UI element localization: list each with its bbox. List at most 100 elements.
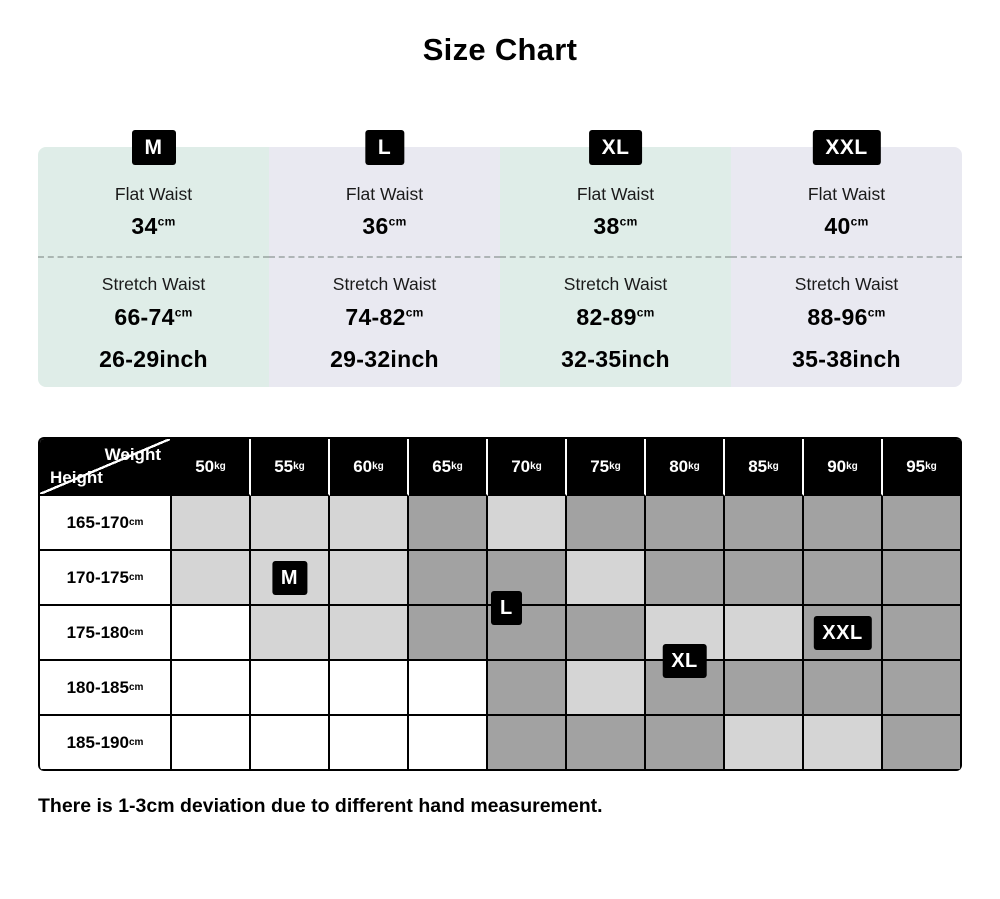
matrix-cell <box>330 606 409 661</box>
matrix-cell <box>646 551 725 606</box>
matrix-cell <box>488 716 567 771</box>
dashed-divider <box>500 256 731 258</box>
matrix-cell <box>725 716 804 771</box>
size-badge: XL <box>588 130 643 165</box>
stretch-waist-inches: 29-32inch <box>330 346 439 372</box>
matrix-cell <box>804 661 883 716</box>
stretch-waist-value: 74-82cm <box>345 304 424 330</box>
height-label-cell: 185-190 cm <box>40 716 172 771</box>
size-card-xl: XL Flat Waist 38cm Stretch Waist 82-89cm 32-3… <box>500 130 731 387</box>
deviation-note: There is 1-3cm deviation due to differen… <box>38 795 603 817</box>
matrix-cell: M <box>251 551 330 606</box>
matrix-cell <box>330 716 409 771</box>
dashed-divider <box>269 256 500 258</box>
height-label-cell: 175-180 cm <box>40 606 172 661</box>
flat-waist-value: 40cm <box>824 213 869 239</box>
page-title: Size Chart <box>422 32 578 67</box>
matrix-cell <box>567 551 646 606</box>
size-cards-section: M Flat Waist 34cm Stretch Waist 66-74cm 26-29… <box>38 130 962 387</box>
matrix-cell <box>725 606 804 661</box>
matrix-cell <box>646 496 725 551</box>
flat-waist-label: Flat Waist <box>345 184 424 204</box>
matrix-cell <box>567 606 646 661</box>
weight-header-cell: 75 kg <box>567 439 646 496</box>
weight-header-cell: 55 kg <box>251 439 330 496</box>
matrix-cell <box>409 716 488 771</box>
weight-header-cell: 60 kg <box>330 439 409 496</box>
matrix-size-badge: XL <box>662 644 707 678</box>
size-card-l: L Flat Waist 36cm Stretch Waist 74-82cm 29-32… <box>269 130 500 387</box>
size-badge: L <box>364 130 405 165</box>
matrix-cell <box>725 551 804 606</box>
matrix-cell <box>251 606 330 661</box>
stretch-waist-inches: 35-38inch <box>792 346 901 372</box>
matrix-cell <box>409 496 488 551</box>
matrix-cell <box>725 661 804 716</box>
matrix-cell <box>725 496 804 551</box>
stretch-waist-inches: 32-35inch <box>561 346 670 372</box>
matrix-size-badge: L <box>491 591 522 625</box>
matrix-cell <box>567 661 646 716</box>
matrix-cell <box>883 551 962 606</box>
matrix-cell <box>883 716 962 771</box>
matrix-cell <box>251 661 330 716</box>
matrix-cell <box>172 551 251 606</box>
matrix-cell <box>488 496 567 551</box>
matrix-cell: XL <box>646 644 725 716</box>
stretch-waist-value: 88-96cm <box>807 304 886 330</box>
matrix-cell <box>567 716 646 771</box>
matrix-cell <box>172 661 251 716</box>
matrix-cell <box>409 551 488 606</box>
dashed-divider <box>731 256 962 258</box>
stretch-waist-label: Stretch Waist <box>332 274 437 294</box>
stretch-waist-inches: 26-29inch <box>99 346 208 372</box>
weight-header-cell: 65 kg <box>409 439 488 496</box>
corner-weight-height-cell: Weight Height <box>40 439 172 496</box>
stretch-waist-label: Stretch Waist <box>563 274 668 294</box>
flat-waist-label: Flat Waist <box>114 184 193 204</box>
matrix-cell <box>172 716 251 771</box>
matrix-cell <box>409 661 488 716</box>
height-label-cell: 170-175 cm <box>40 551 172 606</box>
corner-height-label: Height <box>50 468 103 487</box>
matrix-cell <box>409 606 488 661</box>
matrix-cell <box>330 551 409 606</box>
matrix-cell <box>804 716 883 771</box>
matrix-cell <box>804 496 883 551</box>
matrix-cell <box>251 716 330 771</box>
weight-header-cell: 95 kg <box>883 439 962 496</box>
size-card-xxl: XXL Flat Waist 40cm Stretch Waist 88-96cm 35-… <box>731 130 962 387</box>
matrix-cell <box>883 606 962 661</box>
matrix-cell <box>172 606 251 661</box>
size-badge: M <box>131 130 176 165</box>
matrix-cell: L <box>488 591 567 661</box>
matrix-cell <box>646 716 725 771</box>
matrix-cell <box>883 496 962 551</box>
matrix-cell <box>804 551 883 606</box>
weight-header-cell: 90 kg <box>804 439 883 496</box>
matrix-cell <box>330 661 409 716</box>
height-label-cell: 180-185 cm <box>40 661 172 716</box>
flat-waist-label: Flat Waist <box>576 184 655 204</box>
stretch-waist-value: 82-89cm <box>576 304 655 330</box>
matrix-size-badge: XXL <box>813 615 872 650</box>
weight-header-cell: 70 kg <box>488 439 567 496</box>
flat-waist-label: Flat Waist <box>807 184 886 204</box>
weight-header-cell: 80 kg <box>646 439 725 496</box>
dashed-divider <box>38 256 269 258</box>
weight-header-cell: 50 kg <box>172 439 251 496</box>
matrix-cell: XXL <box>804 606 883 661</box>
flat-waist-value: 38cm <box>593 213 638 239</box>
matrix-cell <box>251 496 330 551</box>
flat-waist-value: 36cm <box>362 213 407 239</box>
stretch-waist-label: Stretch Waist <box>794 274 899 294</box>
height-weight-matrix: Weight Height 50 kg 55 kg 60 kg 65 kg 70 kg 75 kg 80 kg… <box>38 437 962 771</box>
size-card-m: M Flat Waist 34cm Stretch Waist 66-74cm 26-29… <box>38 130 269 387</box>
matrix-size-badge: M <box>271 560 308 595</box>
flat-waist-value: 34cm <box>131 213 176 239</box>
stretch-waist-label: Stretch Waist <box>101 274 206 294</box>
matrix-cell <box>567 496 646 551</box>
height-label-cell: 165-170 cm <box>40 496 172 551</box>
size-badge: XXL <box>812 130 881 165</box>
matrix-cell <box>883 661 962 716</box>
